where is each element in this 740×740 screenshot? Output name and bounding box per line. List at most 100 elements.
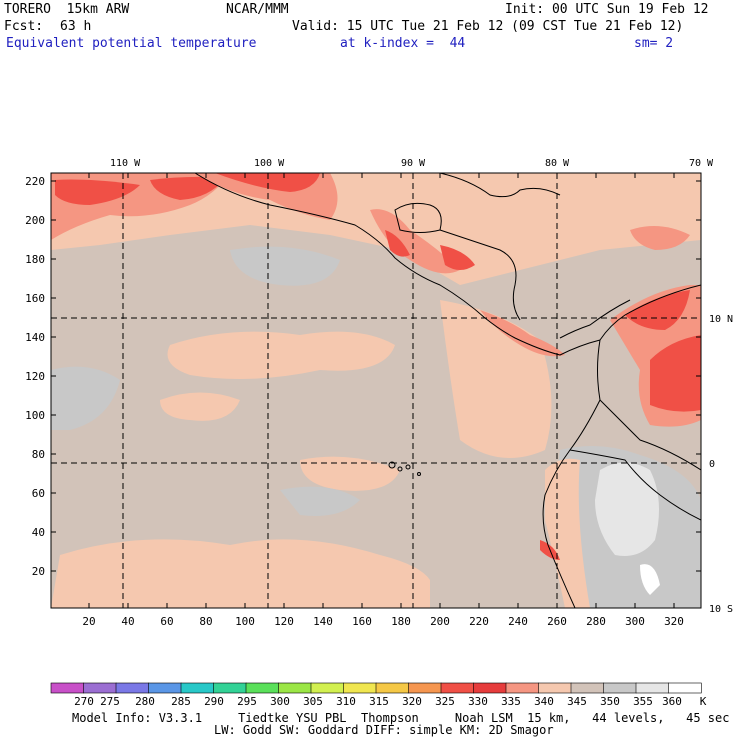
yucatan-coast xyxy=(394,202,442,233)
colorbar-swatch xyxy=(115,682,150,694)
field-patch-340-b xyxy=(160,392,240,421)
lat-label-10n: 10 N xyxy=(709,314,733,325)
bottom-tick-140: 140 xyxy=(313,615,333,628)
bottom-tick-280: 280 xyxy=(586,615,606,628)
cbar-label-290: 290 xyxy=(204,695,224,708)
center-name: NCAR/MMM xyxy=(226,2,289,17)
cbar-label-300: 300 xyxy=(270,695,290,708)
lon-label-70w: 70 W xyxy=(689,158,714,169)
colorbar-swatch xyxy=(538,682,572,694)
field-patch-340-d xyxy=(300,456,400,491)
bottom-tick-240: 240 xyxy=(508,615,528,628)
lon-label-80w: 80 W xyxy=(545,158,570,169)
init-time: Init: 00 UTC Sun 19 Feb 12 xyxy=(505,2,709,17)
colorbar-swatch xyxy=(505,682,540,694)
lat-label-10s: 10 S xyxy=(709,604,733,615)
cbar-label-280: 280 xyxy=(135,695,155,708)
bottom-tick-120: 120 xyxy=(274,615,294,628)
plot-frame xyxy=(50,172,702,609)
field-andes-355 xyxy=(595,462,659,556)
galapagos-island-c xyxy=(405,464,411,470)
colorbar-swatch xyxy=(375,682,410,694)
left-tick-80: 80 xyxy=(32,448,45,461)
left-tick-60: 60 xyxy=(32,487,45,500)
cbar-label-270: 270 xyxy=(74,695,94,708)
colorbar-swatch xyxy=(83,682,117,694)
field-patch-350-b xyxy=(51,366,120,430)
cbar-label-320: 320 xyxy=(402,695,422,708)
cbar-label-360: 360 xyxy=(662,695,682,708)
colorbar-swatch xyxy=(635,682,670,694)
bottom-tick-20: 20 xyxy=(82,615,95,628)
smoothing-info: sm= 2 xyxy=(634,36,674,51)
bottom-tick-220: 220 xyxy=(469,615,489,628)
cbar-unit: K xyxy=(700,695,707,708)
level-info: at k-index = 44 xyxy=(340,36,466,51)
colorbar-swatch xyxy=(440,682,475,694)
caribbean-coast xyxy=(439,229,521,321)
bottom-axis-labels: 20 40 60 80 100 120 140 160 180 200 220 … xyxy=(82,615,684,628)
left-tick-100: 100 xyxy=(25,409,45,422)
cuba-coast xyxy=(439,173,561,198)
lon-label-110w: 110 W xyxy=(110,158,141,169)
forecast-label: Fcst: xyxy=(4,19,44,34)
field-caribbean-335 xyxy=(630,226,690,250)
left-tick-20: 20 xyxy=(32,565,45,578)
field-elsalvador-330 xyxy=(440,245,475,270)
left-tick-220: 220 xyxy=(25,175,45,188)
field-band-340-north xyxy=(51,173,701,285)
cbar-label-345: 345 xyxy=(567,695,587,708)
theta-e-field xyxy=(51,173,701,608)
colorbar-labels: 270 275 280 285 290 295 300 305 310 315 … xyxy=(74,695,707,708)
bottom-tick-260: 260 xyxy=(547,615,567,628)
lat-label-0: 0 xyxy=(709,459,715,470)
forecast-hours: 63 h xyxy=(60,19,92,34)
colorbar-swatch xyxy=(570,682,605,694)
field-costarica-335 xyxy=(480,310,565,357)
colorbar-swatch xyxy=(310,682,345,694)
field-name: Equivalent potential temperature xyxy=(6,36,257,51)
bottom-tick-300: 300 xyxy=(625,615,645,628)
field-guatemala-335 xyxy=(370,209,460,274)
lon-label-90w: 90 W xyxy=(401,158,426,169)
cbar-label-335: 335 xyxy=(501,695,521,708)
valid-time: Valid: 15 UTC Tue 21 Feb 12 (09 CST Tue … xyxy=(292,19,684,34)
galapagos-island-a xyxy=(388,461,396,469)
left-axis-labels: 220 200 180 160 140 120 100 80 60 40 20 xyxy=(25,175,45,578)
left-tick-180: 180 xyxy=(25,253,45,266)
colorbar-swatch xyxy=(245,682,280,694)
colorbar-swatch xyxy=(148,682,182,694)
field-patch-340-c xyxy=(51,539,430,608)
latlon-grid xyxy=(51,173,701,608)
colorbar-swatch xyxy=(668,682,702,694)
left-tick-140: 140 xyxy=(25,331,45,344)
colorbar-swatch xyxy=(278,682,312,694)
left-tick-120: 120 xyxy=(25,370,45,383)
sa-border-b xyxy=(569,449,701,521)
cbar-label-305: 305 xyxy=(303,695,323,708)
bottom-tick-320: 320 xyxy=(664,615,684,628)
lon-label-100w: 100 W xyxy=(254,158,285,169)
field-patch-350-c xyxy=(280,486,360,516)
sa-border-a xyxy=(599,399,701,471)
bottom-tick-200: 200 xyxy=(430,615,450,628)
axis-ticks xyxy=(51,173,701,608)
left-tick-200: 200 xyxy=(25,214,45,227)
cbar-label-310: 310 xyxy=(336,695,356,708)
left-tick-40: 40 xyxy=(32,526,45,539)
bottom-tick-100: 100 xyxy=(235,615,255,628)
galapagos-island-b xyxy=(397,466,403,472)
colorbar-swatch xyxy=(213,682,247,694)
bottom-tick-80: 80 xyxy=(199,615,212,628)
field-mexico-330 xyxy=(215,173,320,192)
colorbar-swatch xyxy=(343,682,377,694)
field-andes-360 xyxy=(640,564,660,595)
cbar-label-355: 355 xyxy=(633,695,653,708)
bottom-tick-60: 60 xyxy=(160,615,173,628)
colorbar-swatch xyxy=(180,682,215,694)
colorbar-swatch xyxy=(603,682,637,694)
field-nw-330b xyxy=(150,176,225,200)
sa-west-coast xyxy=(542,339,601,608)
galapagos-island-d xyxy=(417,472,421,476)
